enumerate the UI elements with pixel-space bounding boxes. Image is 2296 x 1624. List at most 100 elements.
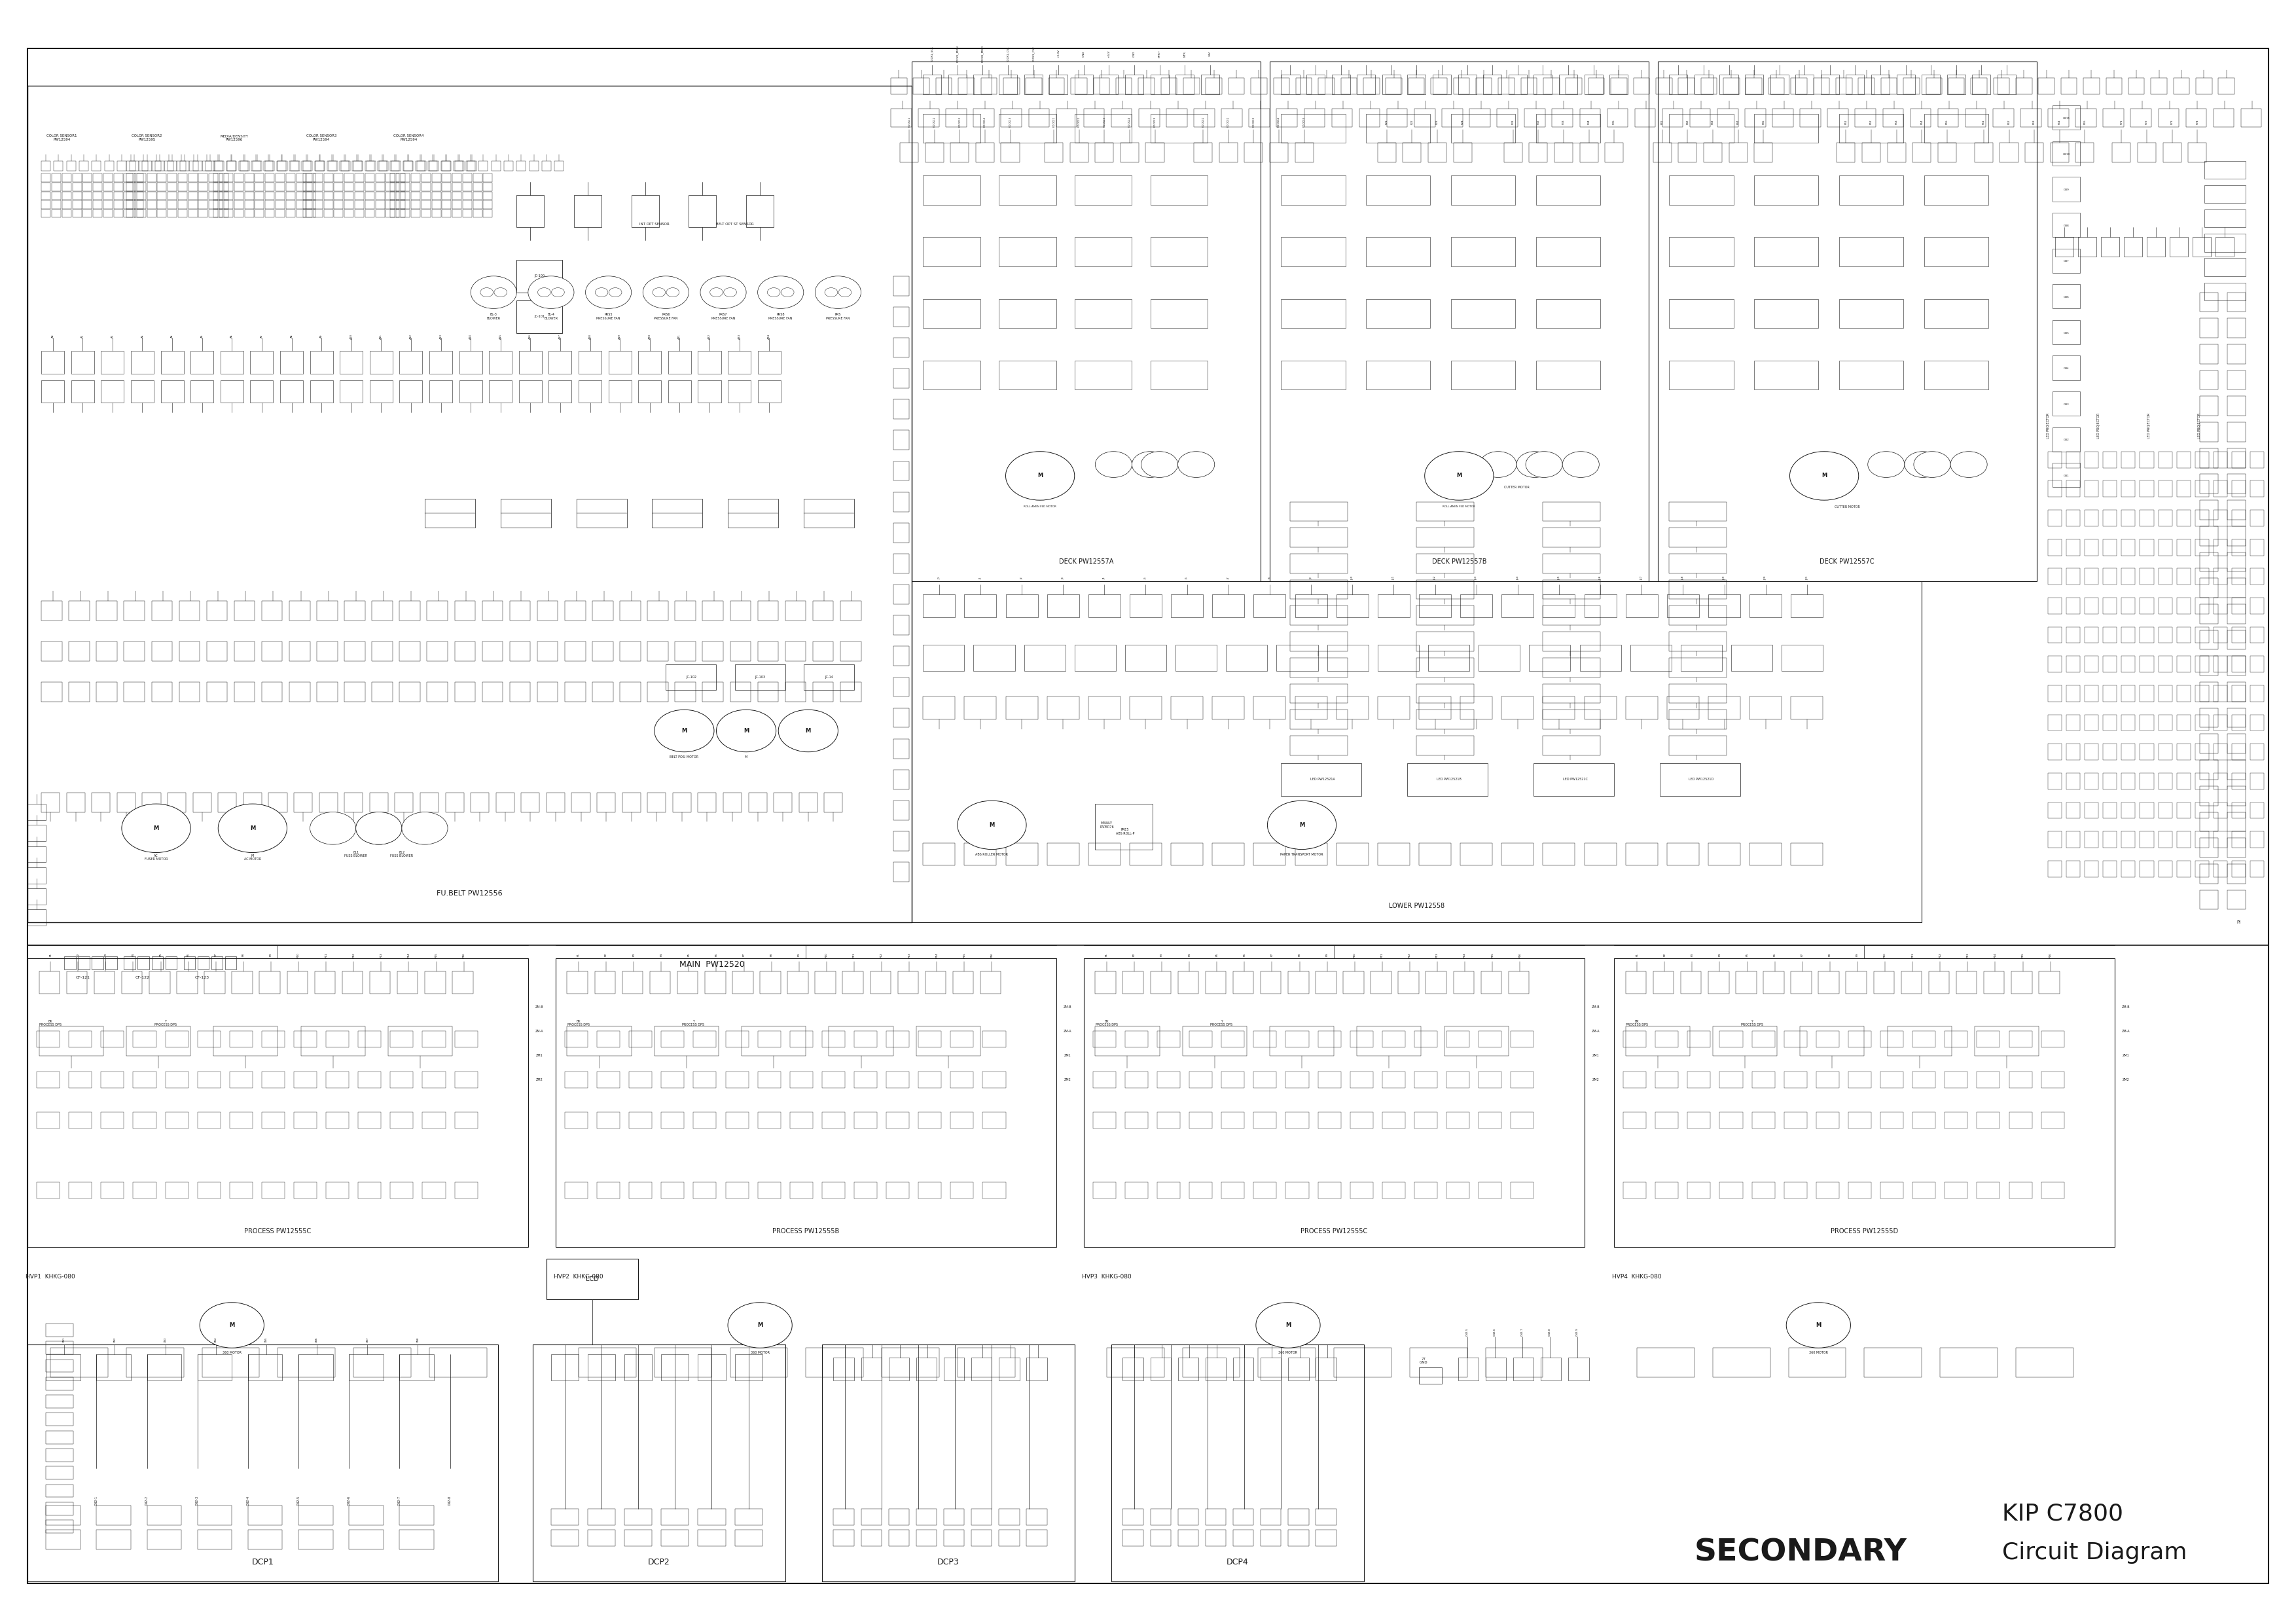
Bar	[2041, 1072, 2064, 1088]
Bar	[1290, 528, 1348, 547]
Bar	[432, 209, 441, 218]
Bar	[1791, 971, 1812, 994]
Bar	[1924, 361, 1988, 390]
Bar	[386, 192, 395, 200]
Bar	[1724, 78, 1740, 94]
Text: PROCESS PW12555C: PROCESS PW12555C	[1300, 1228, 1368, 1234]
Bar	[179, 174, 188, 182]
Bar	[2066, 715, 2080, 731]
Text: FDCK1_CS2: FDCK1_CS2	[1031, 45, 1035, 62]
Bar	[2085, 656, 2099, 672]
Text: J13: J13	[1474, 577, 1479, 580]
Bar	[1407, 75, 1426, 94]
Bar	[574, 195, 602, 227]
Bar	[1883, 109, 1903, 127]
Bar	[276, 174, 285, 182]
Bar	[693, 1072, 716, 1088]
Bar	[1378, 843, 1410, 866]
Bar	[2227, 552, 2245, 572]
Bar	[2122, 685, 2135, 702]
Bar	[69, 1031, 92, 1047]
Bar	[69, 682, 90, 702]
Circle shape	[528, 276, 574, 309]
Bar	[220, 380, 243, 403]
Bar	[1534, 763, 1614, 796]
Bar	[1070, 78, 1086, 94]
Bar	[1364, 78, 1380, 94]
Bar	[2000, 143, 2018, 162]
Text: CN2-7: CN2-7	[1520, 1327, 1525, 1337]
Bar	[893, 585, 909, 604]
Bar	[758, 641, 778, 661]
Bar	[1270, 1026, 1334, 1056]
Bar	[2232, 831, 2245, 848]
Bar	[2227, 838, 2245, 857]
Bar	[2227, 630, 2245, 650]
Bar	[1713, 1348, 1770, 1377]
Bar	[2177, 831, 2190, 848]
Bar	[1913, 1072, 1936, 1088]
Bar	[484, 174, 494, 182]
Bar	[2041, 1182, 2064, 1199]
Bar	[188, 209, 197, 218]
Bar	[1281, 114, 1345, 143]
Bar	[266, 174, 276, 182]
Text: CN7: CN7	[365, 1337, 370, 1343]
Bar	[1254, 1112, 1277, 1129]
Bar	[248, 1505, 282, 1525]
Bar	[999, 75, 1017, 94]
Text: GND: GND	[1081, 50, 1086, 57]
Bar	[1382, 1031, 1405, 1047]
Bar	[2227, 474, 2245, 494]
Bar	[73, 192, 83, 200]
Bar	[1286, 1072, 1309, 1088]
Bar	[2227, 864, 2245, 883]
Bar	[2227, 292, 2245, 312]
Text: 77
GND: 77 GND	[1419, 1358, 1428, 1364]
Bar	[1848, 1182, 1871, 1199]
Bar	[893, 739, 909, 758]
Bar	[124, 182, 133, 190]
Text: P11: P11	[852, 952, 856, 958]
Bar	[193, 793, 211, 812]
Bar	[661, 1530, 689, 1546]
Bar	[829, 1026, 893, 1056]
Bar	[1417, 554, 1474, 573]
Bar	[625, 1530, 652, 1546]
Circle shape	[356, 812, 402, 844]
Bar	[1511, 1031, 1534, 1047]
Bar	[1669, 528, 1727, 547]
Bar	[73, 182, 83, 190]
Bar	[2200, 864, 2218, 883]
Bar	[693, 1182, 716, 1199]
Bar	[255, 200, 264, 208]
Bar	[1913, 1182, 1936, 1199]
Bar	[103, 174, 113, 182]
Bar	[28, 804, 46, 820]
Bar	[2227, 890, 2245, 909]
Bar	[565, 1031, 588, 1047]
Text: BELT POSI MOTOR: BELT POSI MOTOR	[670, 755, 698, 758]
Bar	[758, 351, 781, 374]
Bar	[1182, 1026, 1247, 1056]
Bar	[432, 174, 441, 182]
Circle shape	[1906, 451, 1942, 477]
Bar	[62, 182, 71, 190]
Bar	[1752, 1182, 1775, 1199]
Bar	[732, 971, 753, 994]
Text: LED PROJECTOR: LED PROJECTOR	[2147, 412, 2151, 438]
Text: F31: F31	[1511, 119, 1515, 125]
Bar	[1713, 1026, 1777, 1056]
Bar	[354, 161, 363, 171]
Text: P6: P6	[1242, 953, 1247, 957]
Text: GB11: GB11	[2062, 117, 2071, 120]
Bar	[1924, 175, 1988, 205]
Bar	[390, 1031, 413, 1047]
Bar	[625, 1509, 652, 1525]
Bar	[893, 831, 909, 851]
Bar	[854, 1072, 877, 1088]
Bar	[220, 174, 230, 182]
Bar	[83, 200, 92, 208]
Text: DCP4: DCP4	[1226, 1557, 1249, 1567]
Bar	[335, 209, 344, 218]
